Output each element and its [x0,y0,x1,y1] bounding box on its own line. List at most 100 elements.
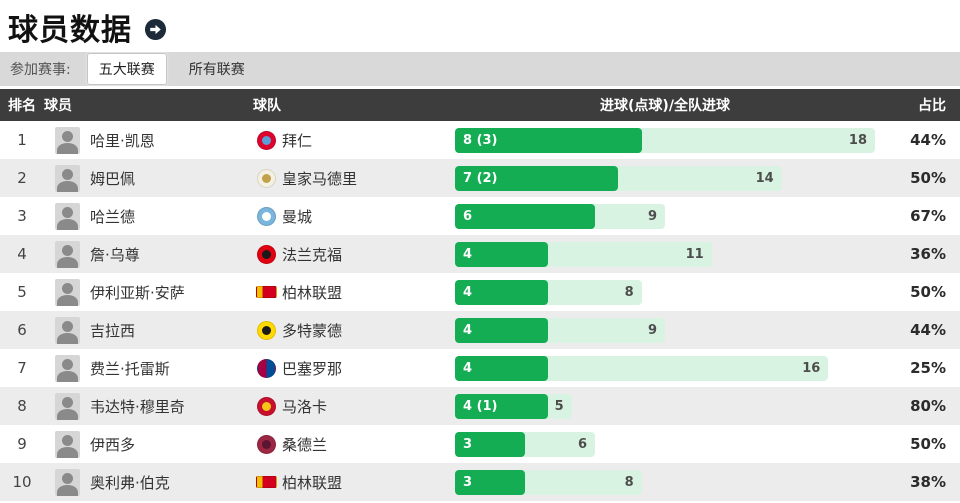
avatar-head-shape [61,244,73,256]
avatar-head-shape [61,282,73,294]
avatar-head-shape [61,130,73,142]
team-logo-icon [257,130,276,150]
goals-bar: 14 7 (2) [455,165,875,191]
player-goals-bar: 4 [455,279,549,305]
team-name[interactable]: 桑德兰 [282,435,328,454]
more-arrow-icon[interactable] [144,18,167,41]
goals-bar: 16 4 [455,355,875,381]
avatar-shoulders-shape [56,294,78,306]
avatar-head-shape [61,434,73,446]
team-name[interactable]: 多特蒙德 [282,321,343,340]
share-percent: 80% [910,397,946,415]
player-avatar [54,126,80,154]
player-avatar [54,240,80,268]
player-name[interactable]: 韦达特·穆里奇 [90,397,185,416]
player-goals-bar: 7 (2) [455,165,619,191]
tab-five-major-leagues[interactable]: 五大联赛 [86,53,167,85]
team-logo-icon [257,206,276,226]
avatar-shoulders-shape [56,408,78,420]
share-percent: 25% [910,359,946,377]
team-logo-icon [256,476,277,488]
player-goals-bar: 4 [455,317,549,343]
team-logo-icon [257,168,276,188]
team-goals-value: 11 [685,246,704,262]
table-row: 5 伊利亚斯·安萨 柏林联盟 8 4 50% [0,273,960,311]
player-name[interactable]: 吉拉西 [90,321,136,340]
team-logo-inner [262,173,271,183]
team-goals-value: 8 [624,474,634,490]
table-row: 8 韦达特·穆里奇 马洛卡 5 4 (1) 80% [0,387,960,425]
avatar-head-shape [61,206,73,218]
share-percent: 50% [910,283,946,301]
player-goals-bar: 4 [455,241,549,267]
player-table-body: 1 哈里·凯恩 拜仁 18 8 (3) 44% 2 姆巴佩 皇家马德里 14 7 (2) 50% 3 哈兰… [0,121,960,501]
avatar-shoulders-shape [56,370,78,382]
team-name[interactable]: 巴塞罗那 [282,359,343,378]
avatar-shoulders-shape [56,218,78,230]
team-name[interactable]: 法兰克福 [282,245,343,264]
rank-cell: 9 [17,435,27,453]
table-row: 6 吉拉西 多特蒙德 9 4 44% [0,311,960,349]
rank-cell: 8 [17,397,27,415]
avatar-head-shape [61,396,73,408]
player-avatar [54,430,80,458]
player-name[interactable]: 哈兰德 [90,207,136,226]
player-name[interactable]: 奥利弗·伯克 [90,473,170,492]
player-avatar [54,164,80,192]
rank-cell: 1 [17,131,27,149]
rank-cell: 3 [17,207,27,225]
team-logo-inner [262,325,271,335]
player-name[interactable]: 费兰·托雷斯 [90,359,170,378]
player-name[interactable]: 伊利亚斯·安萨 [90,283,185,302]
share-percent: 50% [910,169,946,187]
table-row: 7 费兰·托雷斯 巴塞罗那 16 4 25% [0,349,960,387]
rank-cell: 7 [17,359,27,377]
share-percent: 38% [910,473,946,491]
player-name[interactable]: 哈里·凯恩 [90,131,155,150]
player-name[interactable]: 姆巴佩 [90,169,136,188]
player-avatar [54,354,80,382]
share-percent: 67% [910,207,946,225]
player-goals-bar: 4 [455,355,549,381]
rank-cell: 2 [17,169,27,187]
player-name[interactable]: 伊西多 [90,435,136,454]
team-name[interactable]: 皇家马德里 [282,169,358,188]
rank-cell: 4 [17,245,27,263]
page-title: 球员数据 [8,13,132,48]
filter-label: 参加赛事: [10,62,71,78]
team-logo-inner [262,135,271,145]
team-name[interactable]: 柏林联盟 [282,473,343,492]
header-player: 球员 [44,98,72,114]
player-goals-bar: 3 [455,431,525,457]
team-goals-value: 6 [577,436,587,452]
avatar-head-shape [61,320,73,332]
team-name[interactable]: 柏林联盟 [282,283,343,302]
team-name[interactable]: 曼城 [282,207,313,226]
team-logo-icon [257,320,276,340]
tab-all-leagues[interactable]: 所有联赛 [188,62,245,78]
team-logo-icon [257,434,276,454]
header-goals: 进球(点球)/全队进球 [600,98,730,114]
team-name[interactable]: 拜仁 [282,131,313,150]
rank-cell: 10 [12,473,32,491]
team-goals-value: 14 [755,170,774,186]
table-row: 4 詹·乌尊 法兰克福 11 4 36% [0,235,960,273]
table-row: 1 哈里·凯恩 拜仁 18 8 (3) 44% [0,121,960,159]
rank-cell: 5 [17,283,27,301]
competition-filter-bar: 参加赛事: 五大联赛 所有联赛 [0,52,960,86]
header-share: 占比 [918,98,946,114]
team-name[interactable]: 马洛卡 [282,397,328,416]
team-goals-value: 5 [554,398,564,414]
avatar-head-shape [61,358,73,370]
avatar-shoulders-shape [56,256,78,268]
avatar-shoulders-shape [56,180,78,192]
share-percent: 50% [910,435,946,453]
table-row: 2 姆巴佩 皇家马德里 14 7 (2) 50% [0,159,960,197]
team-logo-icon [256,286,277,298]
player-name[interactable]: 詹·乌尊 [90,245,140,264]
share-percent: 36% [910,245,946,263]
team-goals-value: 8 [624,284,634,300]
